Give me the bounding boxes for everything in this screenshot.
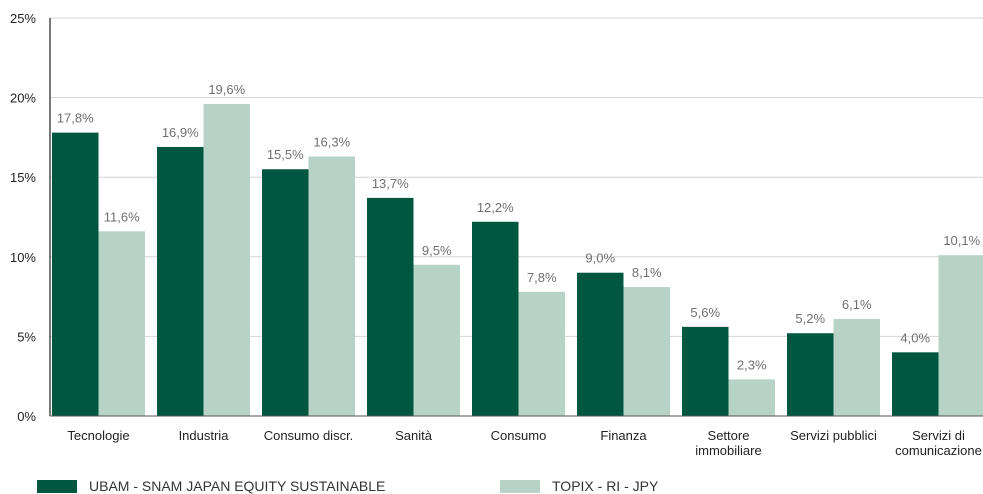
data-label: 5,2%	[795, 311, 825, 326]
y-tick-label: 15%	[10, 170, 36, 185]
bar-topix	[729, 379, 776, 416]
data-label: 6,1%	[842, 297, 872, 312]
data-label: 10,1%	[943, 233, 980, 248]
bar-ubam	[787, 333, 834, 416]
category-label: Sanità	[395, 428, 433, 443]
category-label: Tecnologie	[67, 428, 129, 443]
bar-chart: 0% 5% 10% 15% 20% 25% 17,8% 11,6% 16,9% 19,6% 15,…	[0, 0, 983, 470]
bar-topix	[939, 255, 983, 416]
bar-ubam	[367, 198, 414, 416]
data-label: 2,3%	[737, 357, 767, 372]
category-label: Finanza	[600, 428, 647, 443]
legend: UBAM - SNAM JAPAN EQUITY SUSTAINABLE TOP…	[0, 470, 983, 492]
bar-ubam	[682, 327, 729, 416]
bar-ubam	[157, 147, 204, 416]
bar-ubam	[472, 222, 519, 416]
bar-topix	[309, 157, 356, 416]
bar-topix	[834, 319, 881, 416]
bars	[52, 104, 983, 416]
y-axis-ticks: 0% 5% 10% 15% 20% 25%	[10, 11, 36, 424]
data-label: 9,5%	[422, 243, 452, 258]
bar-topix	[519, 292, 566, 416]
x-axis-categories: Tecnologie Industria Consumo discr. Sanità C…	[67, 428, 981, 458]
y-tick-label: 20%	[10, 91, 36, 106]
category-label: Consumo	[491, 428, 547, 443]
bar-topix	[624, 287, 671, 416]
data-label: 16,3%	[313, 135, 350, 150]
data-label: 5,6%	[690, 305, 720, 320]
bar-ubam	[577, 273, 624, 416]
data-label: 9,0%	[585, 251, 615, 266]
y-tick-label: 25%	[10, 11, 36, 26]
legend-swatch-ubam	[37, 480, 77, 493]
data-label: 12,2%	[477, 200, 514, 215]
bar-ubam	[262, 169, 309, 416]
data-label: 8,1%	[632, 265, 662, 280]
data-label: 15,5%	[267, 147, 304, 162]
y-tick-label: 0%	[17, 409, 36, 424]
bar-topix	[204, 104, 251, 416]
data-label: 13,7%	[372, 176, 409, 191]
data-label: 7,8%	[527, 270, 557, 285]
bar-ubam	[52, 133, 99, 416]
y-tick-label: 5%	[17, 329, 36, 344]
category-label: Consumo discr.	[264, 428, 354, 443]
data-label: 11,6%	[104, 209, 140, 224]
y-tick-label: 10%	[10, 250, 36, 265]
data-label: 17,8%	[57, 111, 94, 126]
bar-ubam	[892, 352, 939, 416]
data-label: 19,6%	[208, 82, 245, 97]
bar-topix	[414, 265, 461, 416]
category-label: Industria	[179, 428, 230, 443]
data-label: 16,9%	[162, 125, 199, 140]
data-label: 4,0%	[900, 330, 930, 345]
legend-swatch-topix	[500, 480, 540, 493]
bar-topix	[99, 231, 146, 416]
category-label: Servizi pubblici	[790, 428, 877, 443]
